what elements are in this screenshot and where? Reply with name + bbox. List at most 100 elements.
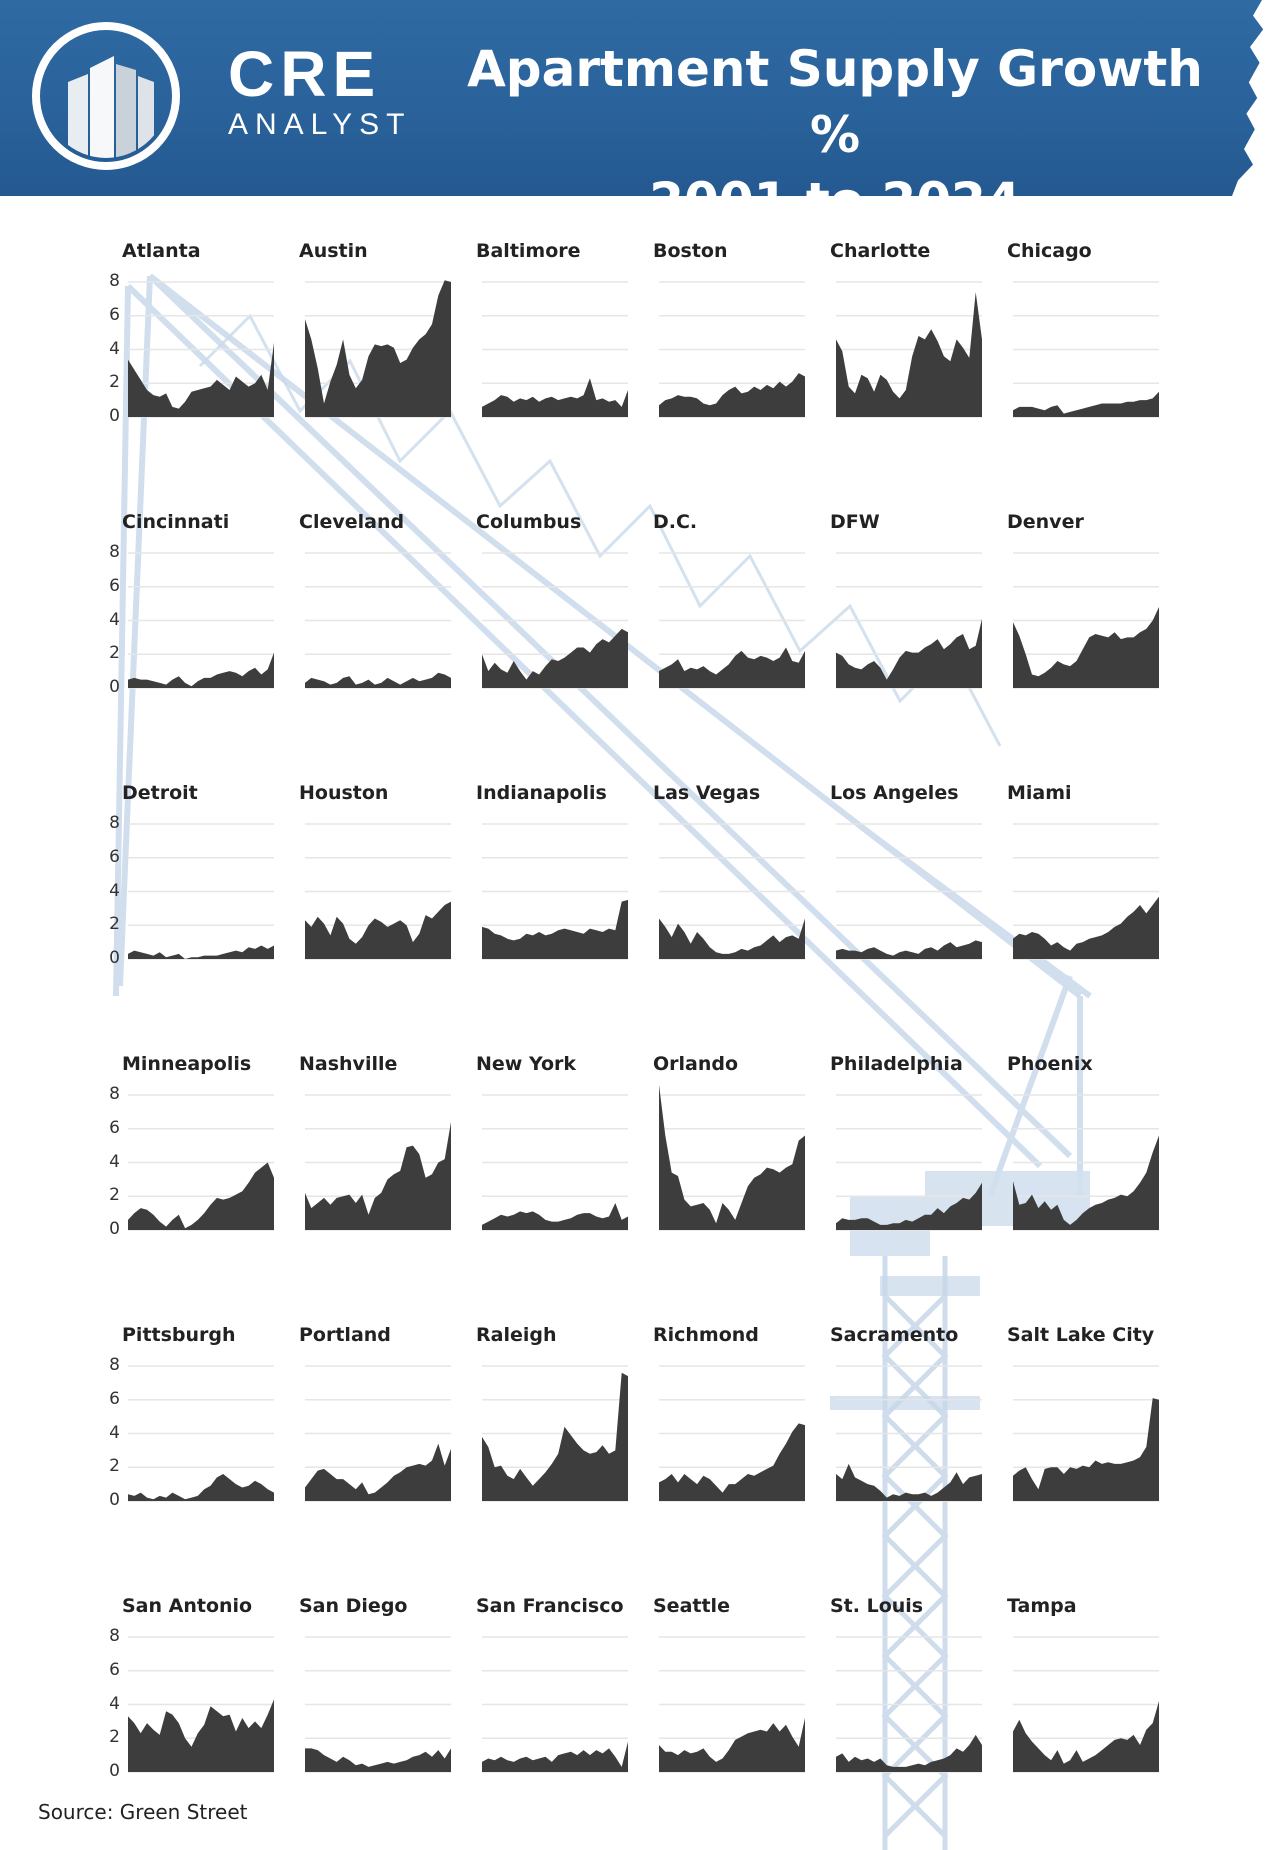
area-panel: [128, 552, 274, 689]
area-panel: [1013, 281, 1159, 418]
area-panel: [659, 552, 805, 689]
panel-title: Tampa: [1007, 1595, 1077, 1617]
supply-growth-area: [482, 1203, 628, 1230]
panel-title: New York: [476, 1053, 577, 1075]
supply-growth-area: [836, 940, 982, 959]
panel-title: Portland: [299, 1324, 391, 1346]
panel-title: Charlotte: [830, 240, 931, 262]
supply-growth-area: [1013, 1135, 1159, 1230]
panel-title: Indianapolis: [476, 782, 607, 804]
panel-title: D.C.: [653, 511, 698, 533]
area-panel: [482, 1636, 628, 1773]
supply-growth-area: [128, 342, 274, 417]
panel-title: Pittsburgh: [122, 1324, 236, 1346]
panel-title: Raleigh: [476, 1324, 557, 1346]
panel-title: Miami: [1007, 782, 1072, 804]
supply-growth-area: [482, 1372, 628, 1501]
area-panel: [128, 1094, 274, 1231]
supply-growth-area: [659, 918, 805, 959]
area-panel: [128, 823, 274, 960]
supply-growth-area: [1013, 391, 1159, 417]
y-tick-label: 2: [109, 643, 120, 664]
panel-title: Boston: [653, 240, 728, 262]
supply-growth-area: [305, 901, 451, 959]
area-panel: [659, 1084, 805, 1231]
supply-growth-area: [836, 1182, 982, 1230]
source-note: Source: Green Street: [38, 1800, 248, 1824]
y-tick-label: 6: [109, 304, 120, 325]
panel-title: Sacramento: [830, 1324, 959, 1346]
area-panel: [659, 1365, 805, 1502]
panel-title: Los Angeles: [830, 782, 959, 804]
panel-title: Cincinnati: [122, 511, 230, 533]
supply-growth-area: [1013, 607, 1159, 688]
panel-title: San Diego: [299, 1595, 408, 1617]
y-tick-label: 8: [109, 542, 120, 562]
panel-title: Baltimore: [476, 240, 581, 262]
supply-growth-area: [1013, 896, 1159, 959]
area-panel: [128, 1365, 274, 1502]
page-title: Apartment Supply Growth % 2001 to 2024: [440, 36, 1230, 196]
area-panel: [836, 823, 982, 960]
supply-growth-area: [305, 280, 451, 417]
panel-title: Denver: [1007, 511, 1084, 533]
supply-growth-area: [305, 1443, 451, 1501]
y-tick-label: 2: [109, 372, 120, 393]
supply-growth-area: [128, 652, 274, 688]
panel-title: San Francisco: [476, 1595, 624, 1617]
y-tick-label: 2: [109, 1456, 120, 1477]
panel-title: Seattle: [653, 1595, 730, 1617]
supply-growth-area: [128, 1699, 274, 1772]
y-tick-label: 4: [109, 880, 120, 901]
y-tick-label: 6: [109, 1388, 120, 1409]
supply-growth-area: [836, 292, 982, 417]
panel-title: Orlando: [653, 1053, 739, 1075]
buildings-logo-icon: [32, 22, 180, 170]
panel-title: Austin: [299, 240, 368, 262]
area-panel: [1013, 823, 1159, 960]
y-tick-label: 0: [109, 1219, 120, 1239]
panel-title: DFW: [830, 511, 880, 533]
supply-growth-area: [128, 945, 274, 959]
y-tick-label: 0: [109, 948, 120, 968]
panel-title: Cleveland: [299, 511, 405, 533]
supply-growth-area: [482, 378, 628, 417]
panel-title: Houston: [299, 782, 389, 804]
supply-growth-area: [482, 899, 628, 959]
y-tick-label: 4: [109, 1151, 120, 1172]
y-tick-label: 8: [109, 1084, 120, 1104]
area-panel: [482, 281, 628, 418]
supply-growth-area: [305, 1122, 451, 1230]
panel-title: Philadelphia: [830, 1053, 963, 1075]
panel-title: Detroit: [122, 782, 198, 804]
supply-growth-area: [305, 1748, 451, 1772]
y-tick-label: 8: [109, 813, 120, 833]
area-panel: [836, 1365, 982, 1502]
supply-growth-area: [659, 1423, 805, 1501]
brand-main-text: CRE: [228, 38, 382, 110]
y-tick-label: 6: [109, 846, 120, 867]
y-tick-label: 4: [109, 1422, 120, 1443]
supply-growth-area: [128, 1474, 274, 1501]
area-panel: [659, 281, 805, 418]
area-panel: [305, 280, 451, 418]
area-panel: [1013, 552, 1159, 689]
supply-growth-area: [836, 618, 982, 688]
y-tick-label: 2: [109, 914, 120, 935]
brand-sub-text: ANALYST: [228, 108, 412, 141]
panel-title: Columbus: [476, 511, 582, 533]
area-panel: [836, 552, 982, 689]
header-banner: CRE ANALYST Apartment Supply Growth % 20…: [0, 0, 1280, 196]
y-tick-label: 8: [109, 1626, 120, 1646]
panel-title: Phoenix: [1007, 1053, 1093, 1075]
panel-title: Nashville: [299, 1053, 398, 1075]
supply-growth-area: [305, 672, 451, 688]
area-panel: [305, 1365, 451, 1502]
area-panel: [305, 552, 451, 689]
y-tick-label: 6: [109, 1659, 120, 1680]
area-panel: [836, 281, 982, 418]
area-panel: [659, 1636, 805, 1773]
y-tick-label: 8: [109, 1355, 120, 1375]
supply-growth-area: [659, 1084, 805, 1230]
